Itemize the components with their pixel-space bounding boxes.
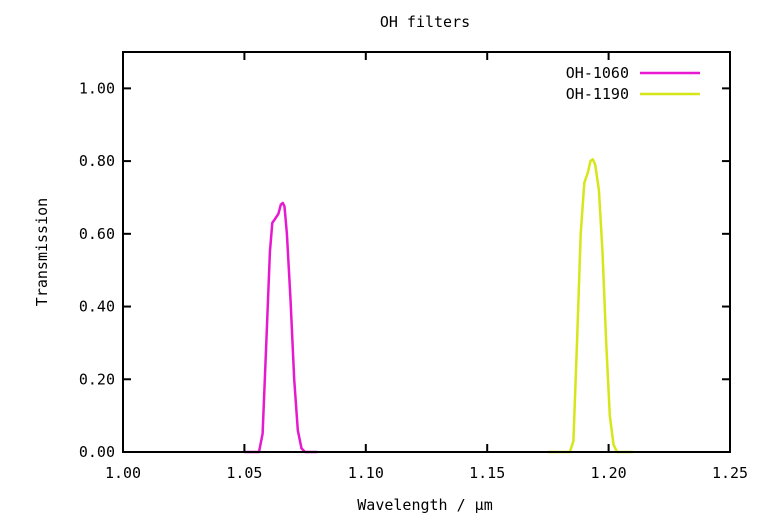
series-line-oh-1060 [244, 201, 318, 454]
x-axis-ticks: 1.00 1.05 1.10 1.15 1.20 1.25 [105, 52, 748, 482]
y-tick-label: 0.40 [79, 298, 115, 316]
y-tick-label: 0.00 [79, 443, 115, 461]
series-line-oh-1190 [547, 158, 633, 454]
legend-label: OH-1060 [566, 64, 629, 82]
x-tick-label: 1.10 [348, 464, 384, 482]
y-tick-label: 0.60 [79, 225, 115, 243]
plot-frame [122, 51, 731, 453]
y-tick-label: 1.00 [79, 79, 115, 97]
y-tick-label: 0.80 [79, 152, 115, 170]
legend: OH-1060 OH-1190 [566, 64, 700, 103]
x-tick-label: 1.00 [105, 464, 141, 482]
y-tick-label: 0.20 [79, 370, 115, 388]
y-axis-ticks: 0.00 0.20 0.40 0.60 0.80 1.00 [79, 79, 730, 461]
x-tick-label: 1.05 [226, 464, 262, 482]
x-tick-label: 1.15 [469, 464, 505, 482]
x-tick-label: 1.20 [591, 464, 627, 482]
plot-series [244, 158, 633, 454]
y-axis-label: Transmission [33, 198, 51, 306]
x-axis-label: Wavelength / μm [357, 496, 492, 514]
x-tick-label: 1.25 [712, 464, 748, 482]
chart-title: OH filters [380, 13, 470, 31]
legend-label: OH-1190 [566, 85, 629, 103]
